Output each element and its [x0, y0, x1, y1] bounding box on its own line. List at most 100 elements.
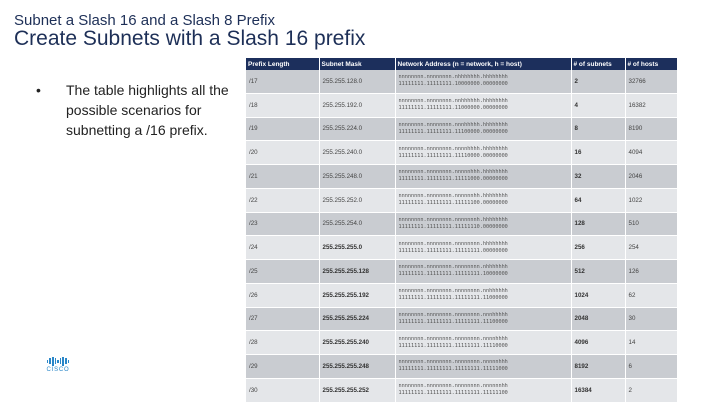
- table-row: /24 255.255.255.0 nnnnnnnn.nnnnnnnn.nnnnnn…: [246, 235, 678, 260]
- cell-subnets: 2: [571, 70, 626, 94]
- cell-subnet-mask: 255.255.128.0: [319, 70, 396, 94]
- cell-subnets: 1024: [571, 283, 626, 308]
- address-binary: 11111111.11111111.11111100.00000000: [398, 200, 508, 207]
- cell-network-address: nnnnnnnn.nnnnnnnn.nhhhhhhh.hhhhhhhh 11111…: [395, 70, 572, 94]
- cell-network-address: nnnnnnnn.nnnnnnnn.nnnnnnnn.nnnnnnhh 11111…: [395, 378, 572, 403]
- cell-subnets: 32: [571, 164, 626, 189]
- address-pattern: nnnnnnnn.nnnnnnnn.nnnnnnnn.nnhhhhhh: [398, 288, 508, 295]
- cell-prefix: /25: [246, 259, 320, 284]
- address-binary: 11111111.11111111.10000000.00000000: [398, 81, 508, 88]
- cell-prefix: /17: [246, 70, 320, 94]
- address-pattern: nnnnnnnn.nnnnnnnn.nnnnnnnn.nnnnhhhh: [398, 335, 508, 342]
- table-row: /23 255.255.254.0 nnnnnnnn.nnnnnnnn.nnnnnn…: [246, 212, 678, 237]
- cell-hosts: 126: [625, 259, 678, 284]
- cell-subnets: 2048: [571, 307, 626, 332]
- slide-title: Create Subnets with a Slash 16 prefix: [14, 27, 366, 50]
- cell-network-address: nnnnnnnn.nnnnnnnn.nnnnnnnn.nnnnnhhh 11111…: [395, 354, 572, 379]
- cell-hosts: 32766: [625, 70, 678, 94]
- address-binary: 11111111.11111111.11111111.00000000: [398, 247, 508, 254]
- bullet-text: The table highlights all the possible sc…: [66, 82, 229, 138]
- cisco-bars-icon: [44, 356, 72, 366]
- cisco-logo: CISCO: [44, 356, 72, 376]
- table-row: /30 255.255.255.252 nnnnnnnn.nnnnnnnn.nnnn…: [246, 378, 678, 403]
- cell-prefix: /23: [246, 212, 320, 237]
- cell-network-address: nnnnnnnn.nnnnnnnn.nnnnnnhh.hhhhhhhh 11111…: [395, 188, 572, 213]
- cell-network-address: nnnnnnnn.nnnnnnnn.nnnnnnnn.nnhhhhhh 11111…: [395, 283, 572, 308]
- table-row: /17 255.255.128.0 nnnnnnnn.nnnnnnnn.nhhhhh…: [246, 70, 678, 94]
- cell-subnets: 4: [571, 93, 626, 118]
- address-binary: 11111111.11111111.11111111.11100000: [398, 318, 508, 325]
- cell-prefix: /26: [246, 283, 320, 308]
- cell-subnets: 4096: [571, 330, 626, 355]
- cell-prefix: /28: [246, 330, 320, 355]
- address-pattern: nnnnnnnn.nnnnnnnn.nnnnnnnn.nnnnnhhh: [398, 359, 508, 366]
- col-header-prefix: Prefix Length: [246, 58, 320, 70]
- cell-prefix: /19: [246, 117, 320, 142]
- cell-hosts: 16382: [625, 93, 678, 118]
- cell-hosts: 1022: [625, 188, 678, 213]
- address-binary: 11111111.11111111.11100000.00000000: [398, 128, 508, 135]
- address-pattern: nnnnnnnn.nnnnnnnn.nnnnnnnn.hhhhhhhh: [398, 240, 508, 247]
- cell-subnet-mask: 255.255.224.0: [319, 117, 396, 142]
- address-binary: 11111111.11111111.11111111.10000000: [398, 271, 508, 278]
- cell-prefix: /24: [246, 235, 320, 260]
- cell-prefix: /20: [246, 140, 320, 165]
- cell-hosts: 4094: [625, 140, 678, 165]
- cell-subnet-mask: 255.255.248.0: [319, 164, 396, 189]
- table-row: /26 255.255.255.192 nnnnnnnn.nnnnnnnn.nnnn…: [246, 283, 678, 308]
- cell-network-address: nnnnnnnn.nnnnnnnn.nnnhhhhh.hhhhhhhh 11111…: [395, 117, 572, 142]
- cell-network-address: nnnnnnnn.nnnnnnnn.nnnnnhhh.hhhhhhhh 11111…: [395, 164, 572, 189]
- table-body: /17 255.255.128.0 nnnnnnnn.nnnnnnnn.nhhhhh…: [246, 70, 678, 403]
- cell-prefix: /27: [246, 307, 320, 332]
- col-header-mask: Subnet Mask: [319, 58, 396, 70]
- col-header-hosts: # of hosts: [625, 58, 678, 70]
- cell-hosts: 2046: [625, 164, 678, 189]
- cell-subnets: 16384: [571, 378, 626, 403]
- address-binary: 11111111.11111111.11111111.11111100: [398, 390, 508, 397]
- cell-subnet-mask: 255.255.255.0: [319, 235, 396, 260]
- cell-prefix: /18: [246, 93, 320, 118]
- cell-prefix: /29: [246, 354, 320, 379]
- address-binary: 11111111.11111111.11111000.00000000: [398, 176, 508, 183]
- cell-hosts: 14: [625, 330, 678, 355]
- cell-hosts: 2: [625, 378, 678, 403]
- cell-subnet-mask: 255.255.255.192: [319, 283, 396, 308]
- table-row: /25 255.255.255.128 nnnnnnnn.nnnnnnnn.nnnn…: [246, 259, 678, 284]
- col-header-subnets: # of subnets: [571, 58, 626, 70]
- subnet-table: Prefix Length Subnet Mask Network Addres…: [246, 58, 678, 403]
- cell-subnets: 64: [571, 188, 626, 213]
- col-header-network-address: Network Address (n = network, h = host): [395, 58, 572, 70]
- address-binary: 11111111.11111111.11110000.00000000: [398, 152, 508, 159]
- cell-hosts: 62: [625, 283, 678, 308]
- cell-subnet-mask: 255.255.254.0: [319, 212, 396, 237]
- table-row: /20 255.255.240.0 nnnnnnnn.nnnnnnnn.nnnnhh…: [246, 140, 678, 165]
- cell-hosts: 510: [625, 212, 678, 237]
- table-row: /21 255.255.248.0 nnnnnnnn.nnnnnnnn.nnnnnh…: [246, 164, 678, 189]
- cell-hosts: 254: [625, 235, 678, 260]
- cell-subnet-mask: 255.255.255.240: [319, 330, 396, 355]
- cell-network-address: nnnnnnnn.nnnnnnnn.nnnnnnnn.hhhhhhhh 11111…: [395, 235, 572, 260]
- cell-hosts: 30: [625, 307, 678, 332]
- address-binary: 11111111.11111111.11111111.11111000: [398, 366, 508, 373]
- table-header-row: Prefix Length Subnet Mask Network Addres…: [246, 58, 678, 70]
- address-binary: 11111111.11111111.11111111.11110000: [398, 342, 508, 349]
- table-row: /19 255.255.224.0 nnnnnnnn.nnnnnnnn.nnnhhh…: [246, 117, 678, 142]
- cell-network-address: nnnnnnnn.nnnnnnnn.nnhhhhhh.hhhhhhhh 11111…: [395, 93, 572, 118]
- cell-network-address: nnnnnnnn.nnnnnnnn.nnnnnnnn.nnnnhhhh 11111…: [395, 330, 572, 355]
- cell-hosts: 6: [625, 354, 678, 379]
- cell-network-address: nnnnnnnn.nnnnnnnn.nnnnnnnn.nnnhhhhh 11111…: [395, 307, 572, 332]
- address-pattern: nnnnnnnn.nnnnnnnn.nnhhhhhh.hhhhhhhh: [398, 98, 508, 105]
- address-pattern: nnnnnnnn.nnnnnnnn.nnnnnnnh.hhhhhhhh: [398, 216, 508, 223]
- address-pattern: nnnnnnnn.nnnnnnnn.nnnnnnhh.hhhhhhhh: [398, 193, 508, 200]
- cell-prefix: /21: [246, 164, 320, 189]
- cell-prefix: /22: [246, 188, 320, 213]
- cell-subnet-mask: 255.255.255.224: [319, 307, 396, 332]
- table-row: /27 255.255.255.224 nnnnnnnn.nnnnnnnn.nnnn…: [246, 307, 678, 332]
- address-pattern: nnnnnnnn.nnnnnnnn.nnnnnnnn.nhhhhhhh: [398, 264, 508, 271]
- cell-subnets: 256: [571, 235, 626, 260]
- address-pattern: nnnnnnnn.nnnnnnnn.nnnnnhhh.hhhhhhhh: [398, 169, 508, 176]
- address-binary: 11111111.11111111.11111111.11000000: [398, 295, 508, 302]
- table-row: /29 255.255.255.248 nnnnnnnn.nnnnnnnn.nnnn…: [246, 354, 678, 379]
- address-pattern: nnnnnnnn.nnnnnnnn.nhhhhhhh.hhhhhhhh: [398, 74, 508, 81]
- cell-subnet-mask: 255.255.255.248: [319, 354, 396, 379]
